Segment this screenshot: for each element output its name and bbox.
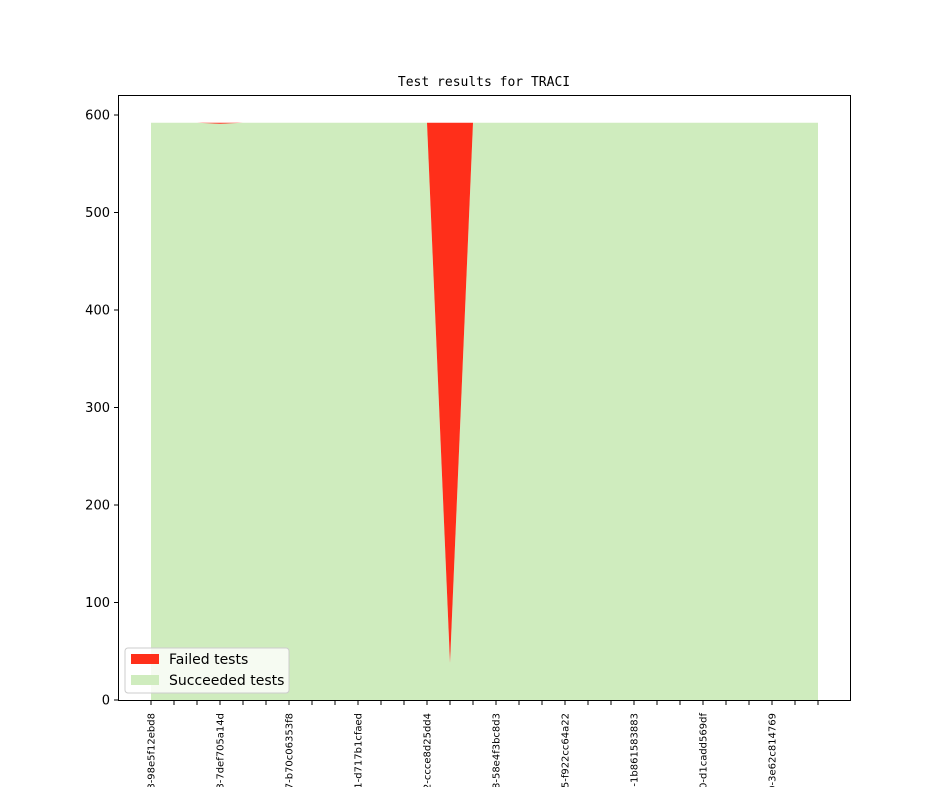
legend-label-succeeded: Succeeded tests [169,673,284,689]
y-tick-label: 600 [85,109,110,124]
y-tick-label: 100 [85,596,110,611]
legend-label-failed: Failed tests [169,652,248,668]
x-tick-label: 7-b70c06353f8 [285,713,296,787]
x-tick-label: 0-d1cadd569df [699,713,710,787]
x-tick-label: 1-d717b1cfaed [354,713,365,787]
x-tick-label: 5-1b861583883 [630,713,641,787]
plot-frame [118,95,851,701]
area-succeeded-tests [151,122,818,701]
legend: Failed tests Succeeded tests [124,647,290,694]
legend-swatch-failed [131,654,159,664]
x-tick-label: 5-f922cc64a22 [561,713,572,787]
y-tick-label: 400 [85,304,110,319]
y-tick-label: 300 [85,401,110,416]
chart-title: Test results for TRACI [398,75,570,90]
y-tick-label: 500 [85,206,110,221]
x-tick-label: 8-7def705a14d [216,713,227,787]
x-tick-label: 8-98e5f12ebd8 [147,713,158,787]
y-tick-label: 0 [102,694,110,709]
x-tick-label: 8-58e4f3bc8d3 [492,713,503,787]
legend-swatch-succeeded [131,675,159,685]
x-tick-label: 0-3e62c814769 [768,713,779,787]
y-tick-label: 200 [85,499,110,514]
x-tick-label: 2-ccce8d25dd4 [423,713,434,787]
